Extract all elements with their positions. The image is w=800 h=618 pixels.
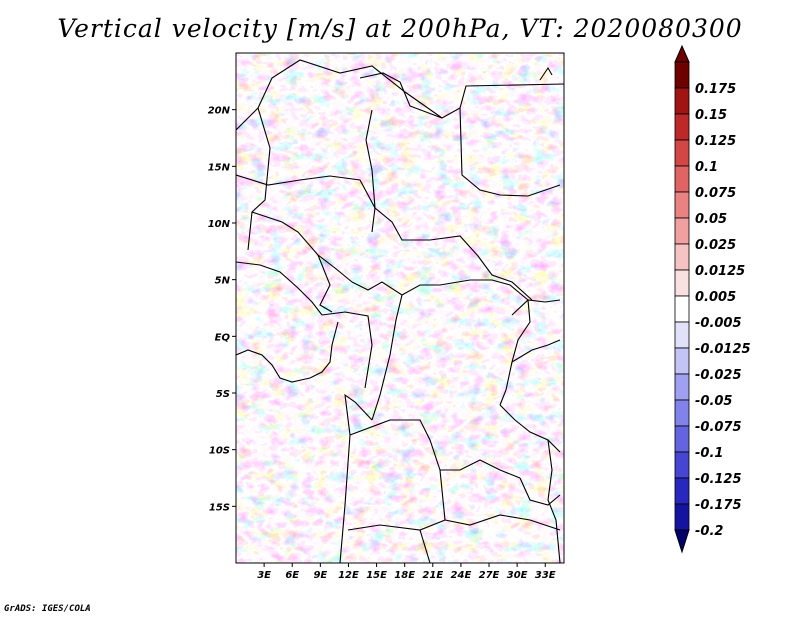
x-tick-label: 27E bbox=[479, 570, 500, 581]
colorbar-segment bbox=[674, 503, 690, 531]
colorbar-bottom-arrow bbox=[674, 529, 690, 554]
colorbar-segment bbox=[674, 347, 690, 375]
colorbar-label: -0.075 bbox=[695, 420, 742, 435]
x-tick-label: 30E bbox=[507, 570, 528, 581]
colorbar-segment bbox=[674, 87, 690, 115]
colorbar-segment bbox=[674, 243, 690, 271]
colorbar-top-arrow bbox=[674, 44, 690, 63]
colorbar-label: -0.175 bbox=[695, 498, 742, 513]
colorbar-segment bbox=[674, 269, 690, 297]
colorbar-label: 0.15 bbox=[695, 108, 727, 123]
colorbar-segment bbox=[674, 321, 690, 349]
y-tick-label: EQ bbox=[215, 332, 231, 343]
country-borders bbox=[236, 59, 564, 563]
velocity-field bbox=[236, 53, 564, 563]
colorbar: 0.175 0.15 0.125 0.1 0.075 0.05 0.025 0.0125 0.0… bbox=[674, 44, 751, 554]
colorbar-segment bbox=[674, 399, 690, 427]
y-tick-label: 10S bbox=[209, 446, 230, 457]
colorbar-label: -0.2 bbox=[695, 524, 723, 539]
colorbar-label: 0.025 bbox=[695, 238, 736, 253]
colorbar-label: -0.05 bbox=[695, 394, 732, 409]
colorbar-label: -0.1 bbox=[695, 446, 723, 461]
colorbar-segment bbox=[674, 373, 690, 401]
grads-credit: GrADS: IGES/COLA bbox=[4, 604, 91, 614]
colorbar-segment bbox=[674, 217, 690, 245]
y-tick-label: 20N bbox=[208, 106, 231, 117]
colorbar-segment bbox=[674, 295, 690, 323]
y-axis: 20N 15N 10N 5N EQ 5S 10S 15S bbox=[208, 106, 236, 513]
x-tick-label: 18E bbox=[394, 570, 415, 581]
colorbar-segment bbox=[674, 61, 690, 89]
x-tick-label: 21E bbox=[422, 570, 443, 581]
colorbar-segment bbox=[674, 139, 690, 167]
colorbar-label: 0.1 bbox=[695, 160, 718, 175]
colorbar-label: -0.0125 bbox=[695, 342, 751, 357]
colorbar-segment bbox=[674, 113, 690, 141]
colorbar-label: 0.05 bbox=[695, 212, 727, 227]
colorbar-segment bbox=[674, 191, 690, 219]
colorbar-label: 0.125 bbox=[695, 134, 736, 149]
x-tick-label: 6E bbox=[285, 570, 299, 581]
colorbar-label: -0.025 bbox=[695, 368, 742, 383]
colorbar-label: 0.175 bbox=[695, 82, 736, 97]
x-tick-label: 33E bbox=[535, 570, 556, 581]
colorbar-label: -0.005 bbox=[695, 316, 742, 331]
x-tick-label: 9E bbox=[313, 570, 327, 581]
colorbar-segment bbox=[674, 477, 690, 505]
colorbar-label: 0.075 bbox=[695, 186, 736, 201]
x-axis: 3E 6E 9E 12E 15E 18E 21E 24E 27E 30E 33E bbox=[257, 563, 556, 581]
plot-area bbox=[235, 52, 565, 564]
y-tick-label: 10N bbox=[208, 219, 231, 230]
colorbar-segment bbox=[674, 425, 690, 453]
y-tick-label: 5N bbox=[215, 276, 231, 287]
y-tick-label: 15S bbox=[209, 502, 230, 513]
chart-title: Vertical velocity [m/s] at 200hPa, VT: 2… bbox=[57, 14, 743, 43]
x-tick-label: 12E bbox=[338, 570, 359, 581]
colorbar-label: 0.0125 bbox=[695, 264, 745, 279]
plot-frame bbox=[235, 52, 565, 564]
x-tick-label: 24E bbox=[451, 570, 472, 581]
y-tick-label: 15N bbox=[208, 162, 231, 173]
colorbar-segment bbox=[674, 451, 690, 479]
y-tick-label: 5S bbox=[216, 389, 230, 400]
colorbar-label: -0.125 bbox=[695, 472, 742, 487]
colorbar-segment bbox=[674, 165, 690, 193]
x-tick-label: 15E bbox=[366, 570, 387, 581]
x-tick-label: 3E bbox=[257, 570, 271, 581]
colorbar-label: 0.005 bbox=[695, 290, 736, 305]
